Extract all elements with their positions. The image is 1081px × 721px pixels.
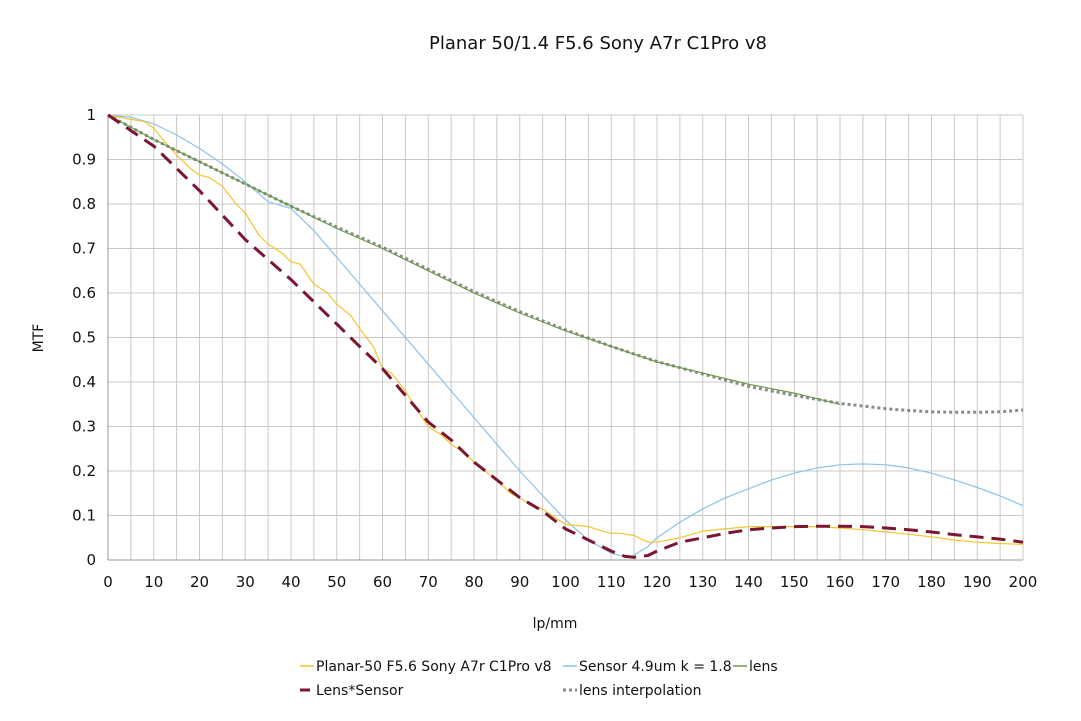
x-tick-label: 10 (144, 573, 163, 591)
y-tick-label: 0.6 (72, 284, 96, 302)
y-tick-label: 0 (86, 551, 96, 569)
x-tick-label: 20 (190, 573, 209, 591)
series-line-lens-sensor (107, 113, 1024, 559)
legend-label: Lens*Sensor (316, 683, 404, 699)
x-tick-label: 140 (734, 573, 763, 591)
x-tick-label: 50 (327, 573, 346, 591)
y-tick-label: 0.2 (72, 462, 96, 480)
y-tick-label: 1 (86, 106, 96, 124)
series-line-lens (107, 114, 841, 405)
legend-label: lens interpolation (579, 683, 701, 699)
y-tick-label: 0.8 (72, 195, 96, 213)
y-axis-ticks: 0 0.1 0.2 0.3 0.4 0.5 0.6 0.7 0.8 0.9 1 (72, 106, 96, 569)
chart-series (107, 113, 1024, 559)
x-tick-label: 80 (464, 573, 483, 591)
x-tick-label: 0 (103, 573, 113, 591)
series-line-sensor-4-9um-k-1-8 (107, 114, 1024, 559)
chart-title: Planar 50/1.4 F5.6 Sony A7r C1Pro v8 (429, 33, 767, 54)
x-tick-label: 60 (373, 573, 392, 591)
series-line-planar-50-f5-6-sony-a7r-c1pro-v8 (107, 114, 1024, 545)
y-tick-label: 0.5 (72, 329, 96, 347)
y-tick-label: 0.1 (72, 507, 96, 525)
x-tick-label: 100 (551, 573, 580, 591)
chart-axes (107, 115, 1023, 561)
x-tick-label: 160 (826, 573, 855, 591)
x-tick-label: 170 (871, 573, 900, 591)
x-tick-label: 200 (1009, 573, 1038, 591)
x-tick-label: 130 (688, 573, 717, 591)
chart-legend: Planar-50 F5.6 Sony A7r C1Pro v8 Sensor 4… (300, 659, 778, 699)
x-axis-ticks: 0 10 20 30 40 50 60 70 80 90 100 110 120 130 140 150 160… (103, 573, 1037, 591)
x-tick-label: 120 (643, 573, 672, 591)
y-tick-label: 0.7 (72, 240, 96, 258)
x-axis-label: lp/mm (533, 616, 578, 632)
y-tick-label: 0.9 (72, 151, 96, 169)
x-tick-label: 30 (236, 573, 255, 591)
legend-label: Planar-50 F5.6 Sony A7r C1Pro v8 (316, 659, 552, 675)
x-tick-label: 180 (917, 573, 946, 591)
y-tick-label: 0.3 (72, 418, 96, 436)
legend-label: Sensor 4.9um k = 1.8 (579, 659, 732, 675)
x-tick-label: 190 (963, 573, 992, 591)
x-tick-label: 110 (597, 573, 626, 591)
y-tick-label: 0.4 (72, 373, 96, 391)
x-tick-label: 70 (419, 573, 438, 591)
y-axis-label: MTF (31, 324, 47, 353)
x-tick-label: 40 (281, 573, 300, 591)
x-tick-label: 150 (780, 573, 809, 591)
x-tick-label: 90 (510, 573, 529, 591)
legend-label: lens (749, 659, 778, 675)
